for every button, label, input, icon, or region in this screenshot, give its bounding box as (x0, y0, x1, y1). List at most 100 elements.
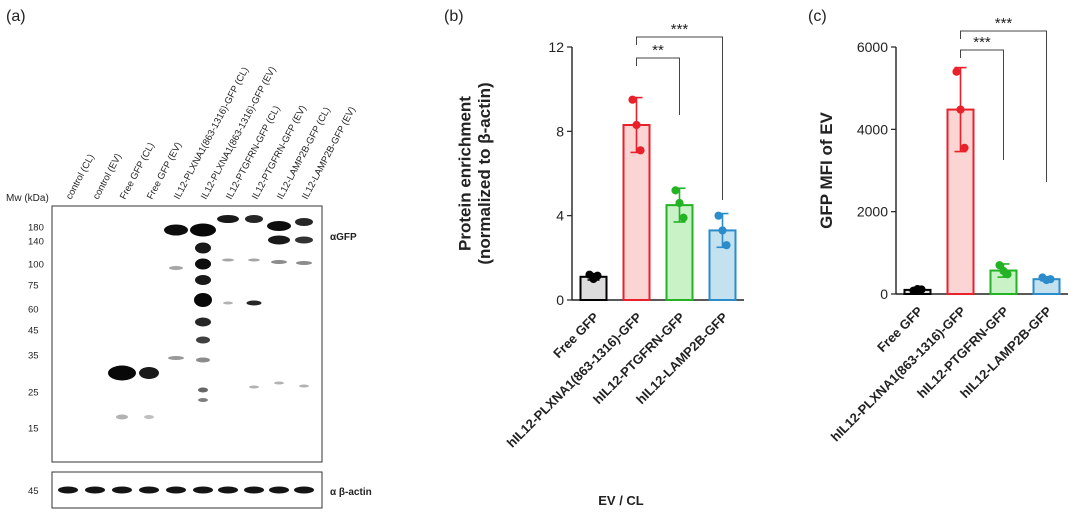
gfp-blot-bands (108, 215, 313, 420)
blot-band (196, 336, 210, 344)
data-point (956, 105, 965, 114)
data-point (718, 226, 727, 235)
blot-band (271, 260, 287, 264)
mw-marker: 45 (28, 326, 39, 337)
actin-band (193, 486, 213, 494)
y-tick-label: 2000 (857, 204, 888, 220)
y-tick-label: 8 (556, 123, 564, 139)
data-point (636, 146, 645, 155)
actin-band (166, 486, 186, 494)
mw-marker: 100 (28, 260, 44, 271)
blot-band (195, 275, 211, 285)
blot-band (299, 384, 309, 388)
blot-band (169, 266, 183, 270)
panel-c-label: (c) (808, 8, 827, 25)
blot-band (196, 357, 210, 363)
y-tick-label: 12 (548, 39, 564, 55)
actin-band (269, 486, 289, 494)
blot-band (190, 223, 216, 237)
significance-bracket (960, 49, 1004, 160)
blot-band (195, 317, 211, 327)
mw-marker: 60 (28, 305, 39, 316)
blot-band (222, 258, 234, 262)
y-tick-label: 0 (880, 286, 888, 302)
data-point (960, 143, 969, 152)
y-axis-label: GFP MFI of EV (817, 111, 836, 228)
blot-band (249, 385, 259, 389)
actin-marker: 45 (28, 486, 39, 497)
blot-band (194, 293, 212, 307)
blot-band (139, 367, 159, 379)
actin-band (294, 486, 314, 494)
data-point (671, 186, 680, 195)
blot-band (245, 215, 263, 223)
y-tick-label: 4 (556, 208, 564, 224)
significance-bracket (636, 57, 680, 115)
data-point (714, 211, 723, 220)
actin-band (112, 486, 132, 494)
data-point (632, 120, 641, 130)
mw-marker: 35 (28, 351, 39, 362)
actin-blot-label: α β-actin (330, 487, 372, 498)
mw-marker: 15 (28, 424, 39, 435)
mw-label: Mw (kDa) (6, 193, 49, 204)
significance-bracket (636, 36, 723, 200)
chart-b-protein-enrichment: 0 4 8 12 Protein enrichment(normalized to β-… (456, 21, 744, 508)
significance-label: *** (973, 34, 991, 51)
blot-band (268, 235, 290, 245)
blot-band (296, 261, 312, 265)
data-point (593, 271, 602, 280)
blot-band (108, 365, 136, 381)
data-point (952, 67, 961, 76)
gfp-blot-membrane (51, 205, 323, 463)
x-axis-label: EV / CL (598, 493, 644, 508)
actin-bands (58, 486, 314, 494)
actin-band (244, 486, 264, 494)
data-point (722, 241, 731, 250)
blot-band (248, 258, 260, 262)
significance-bracket (960, 30, 1047, 182)
blot-band (295, 236, 313, 244)
data-point (1003, 270, 1012, 279)
blot-band (274, 381, 284, 385)
blot-band (217, 215, 239, 223)
blot-band (246, 300, 262, 306)
panel-a-label: (a) (6, 8, 26, 25)
data-point (675, 198, 684, 208)
blot-band (198, 398, 208, 402)
significance-label: ** (652, 42, 664, 59)
blot-band (223, 301, 233, 305)
y-tick-label: 6000 (857, 39, 888, 55)
marker-labels: 180 140 100 75 60 45 35 25 15 (28, 223, 44, 435)
data-point (679, 213, 688, 222)
blot-band (198, 387, 208, 393)
lane-labels: control (CL)control (EV)Free GFP (CL)Fre… (64, 65, 358, 201)
mw-marker: 140 (28, 237, 44, 248)
actin-band (58, 486, 78, 494)
actin-band (85, 486, 105, 494)
panel-a-western-blot: (a) Mw (kDa) control (CL)control (EV)Fre… (6, 8, 372, 509)
data-point (1046, 275, 1055, 284)
data-point (995, 261, 1004, 270)
blot-band (164, 224, 188, 236)
blot-band (144, 415, 154, 419)
blot-band (168, 356, 184, 360)
mw-marker: 75 (28, 281, 39, 292)
gfp-blot-label: αGFP (330, 232, 357, 243)
y-tick-label: 4000 (857, 121, 888, 137)
actin-band (218, 486, 238, 494)
y-axis-label: Protein enrichment(normalized to β-actin… (456, 82, 495, 264)
significance-label: *** (671, 21, 689, 38)
blot-band (195, 258, 211, 270)
panel-b-label: (b) (444, 8, 464, 25)
data-point (628, 95, 637, 104)
actin-band (139, 486, 159, 494)
significance-label: *** (995, 15, 1013, 32)
blot-band (116, 414, 128, 420)
mw-marker: 180 (28, 223, 44, 234)
blot-band (295, 218, 313, 226)
mw-marker: 25 (28, 388, 39, 399)
y-tick-label: 0 (556, 292, 564, 308)
